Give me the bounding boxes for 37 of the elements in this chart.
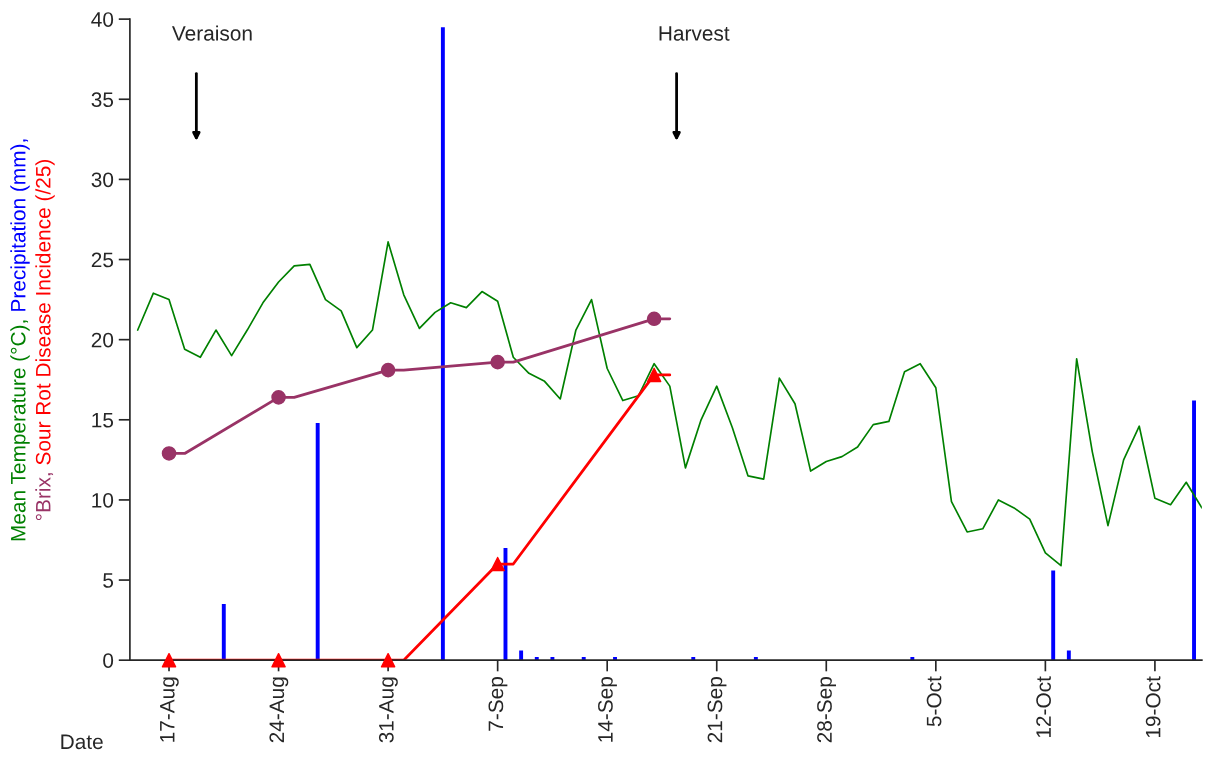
text: Precipitation (mm),	[10, 139, 30, 311]
point	[646, 367, 662, 383]
point	[646, 311, 662, 327]
y-tick-label: 35	[91, 92, 114, 108]
y-tick-label: 15	[92, 413, 114, 428]
x-tick-label: 12-Oct	[1036, 676, 1051, 738]
point	[161, 652, 177, 668]
x-tick-label: 7-Sep	[488, 677, 508, 731]
text: Sour Rot Disease Incidence (/25)	[35, 159, 55, 465]
x-tick-label: 5-Oct	[926, 676, 942, 727]
text: °Brix,	[35, 473, 54, 521]
y-tick-label: 25	[91, 252, 114, 268]
annotation: Harvest	[659, 26, 730, 41]
y-tick-label: 0	[103, 653, 114, 668]
y-tick-label: 30	[91, 172, 114, 188]
point	[161, 446, 177, 461]
x-tick-label: 17-Aug	[160, 677, 179, 742]
x-tick-label: 21-Sep	[707, 677, 727, 743]
point	[490, 556, 505, 572]
line-series	[136, 241, 1202, 567]
x-tick-label: 28-Sep	[817, 677, 836, 743]
y-tick-label: 40	[91, 12, 114, 27]
x-tick-label: 14-Sep	[598, 677, 617, 742]
point	[490, 354, 505, 370]
x-tick-label: 19-Oct	[1145, 676, 1161, 738]
x-tick-label: 31-Aug	[378, 677, 398, 743]
annotation: Veraison	[171, 25, 252, 41]
point	[271, 390, 286, 405]
point	[380, 652, 396, 668]
point	[271, 652, 286, 668]
x-tick-label: 24-Aug	[269, 677, 289, 743]
y-tick-label: 10	[92, 492, 114, 508]
y-tick-label: 20	[91, 332, 114, 348]
x-axis-title: Date	[61, 734, 103, 750]
point	[380, 362, 396, 378]
text: Mean Temperature (°C),	[10, 320, 30, 541]
y-tick-label: 5	[103, 573, 114, 588]
